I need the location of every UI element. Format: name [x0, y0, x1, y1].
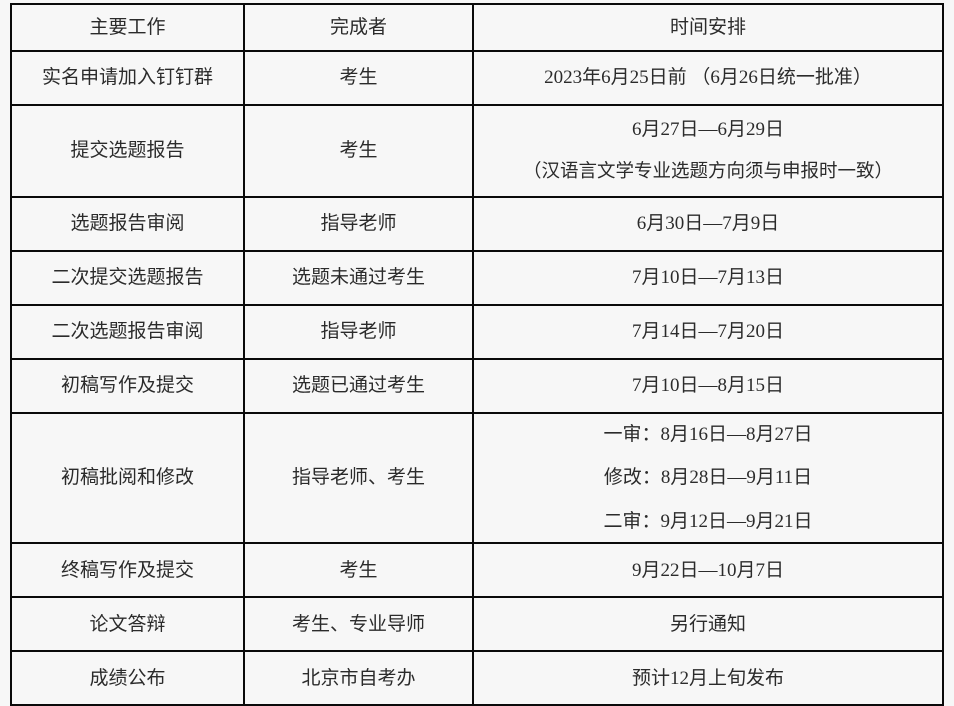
- table-row: 二次选题报告审阅 指导老师 7月14日—7月20日: [10, 304, 944, 360]
- time-line: 修改：8月28日—9月11日: [603, 467, 813, 489]
- cell-owner: 指导老师: [243, 304, 474, 360]
- cell-time: 2023年6月25日前 （6月26日统一批准）: [472, 50, 944, 106]
- table-row: 论文答辩 考生、专业导师 另行通知: [10, 596, 944, 653]
- time-line: 预计12月上旬发布: [631, 667, 784, 689]
- cell-owner: 选题未通过考生: [243, 250, 474, 306]
- cell-task: 提交选题报告: [10, 104, 245, 198]
- time-lines: 一审：8月16日—8月27日 修改：8月28日—9月11日 二审：9月12日—9月2…: [478, 420, 938, 536]
- cell-time: 7月14日—7月20日: [472, 304, 944, 360]
- cell-task: 终稿写作及提交: [10, 542, 245, 599]
- table-row: 初稿批阅和修改 指导老师、考生 一审：8月16日—8月27日 修改：8月28日—9月1…: [10, 411, 944, 545]
- cell-owner: 北京市自考办: [243, 650, 474, 706]
- cell-task: 选题报告审阅: [10, 196, 245, 252]
- column-header-time: 时间安排: [472, 3, 944, 52]
- time-lines: 7月10日—7月13日: [478, 263, 938, 292]
- table-row: 二次提交选题报告 选题未通过考生 7月10日—7月13日: [10, 250, 944, 306]
- header-row: 主要工作 完成者 时间安排: [10, 3, 944, 52]
- table-header: 主要工作 完成者 时间安排: [10, 3, 944, 52]
- cell-task: 二次选题报告审阅: [10, 304, 245, 360]
- time-line: 一审：8月16日—8月27日: [603, 424, 813, 445]
- time-line: 7月10日—7月13日: [631, 267, 784, 289]
- table-row: 终稿写作及提交 考生 9月22日—10月7日: [10, 542, 944, 599]
- table-row: 成绩公布 北京市自考办 预计12月上旬发布: [10, 650, 944, 706]
- time-line: 2023年6月25日前 （6月26日统一批准）: [544, 67, 872, 89]
- time-line: 二审：9月12日—9月21日: [603, 510, 813, 532]
- time-lines: 2023年6月25日前 （6月26日统一批准）: [478, 63, 938, 92]
- time-lines: 7月14日—7月20日: [478, 317, 938, 346]
- time-lines: 预计12月上旬发布: [478, 664, 938, 693]
- time-line: 7月14日—7月20日: [631, 321, 784, 343]
- cell-time: 预计12月上旬发布: [472, 650, 944, 706]
- time-line: （汉语言文学专业选题方向须与申报时一致）: [522, 162, 893, 183]
- cell-task: 初稿写作及提交: [10, 358, 245, 414]
- cell-owner: 考生: [243, 104, 474, 198]
- cell-time: 一审：8月16日—8月27日 修改：8月28日—9月11日 二审：9月12日—9月2…: [472, 411, 944, 545]
- cell-owner: 指导老师、考生: [243, 411, 474, 545]
- cell-time: 6月30日—7月9日: [472, 196, 944, 252]
- table-row: 选题报告审阅 指导老师 6月30日—7月9日: [10, 196, 944, 252]
- time-lines: 6月27日—6月29日 （汉语言文学专业选题方向须与申报时一致）: [478, 115, 938, 187]
- schedule-table: 主要工作 完成者 时间安排 实名申请加入钉钉群 考生 2023年6月25日前 （6月…: [10, 3, 944, 706]
- cell-time: 9月22日—10月7日: [472, 542, 944, 599]
- time-lines: 7月10日—8月15日: [478, 371, 938, 400]
- cell-task: 论文答辩: [10, 596, 245, 653]
- table-row: 初稿写作及提交 选题已通过考生 7月10日—8月15日: [10, 358, 944, 414]
- table-row: 提交选题报告 考生 6月27日—6月29日 （汉语言文学专业选题方向须与申报时一致）: [10, 104, 944, 198]
- cell-owner: 考生: [243, 50, 474, 106]
- table-row: 实名申请加入钉钉群 考生 2023年6月25日前 （6月26日统一批准）: [10, 50, 944, 106]
- column-header-owner: 完成者: [243, 3, 474, 52]
- time-lines: 另行通知: [478, 610, 938, 639]
- time-line: 6月30日—7月9日: [636, 213, 780, 235]
- table-body: 实名申请加入钉钉群 考生 2023年6月25日前 （6月26日统一批准） 提交选题报告…: [10, 50, 944, 706]
- cell-task: 成绩公布: [10, 650, 245, 706]
- cell-time: 另行通知: [472, 596, 944, 653]
- time-line: 另行通知: [669, 613, 746, 635]
- cell-time: 6月27日—6月29日 （汉语言文学专业选题方向须与申报时一致）: [472, 104, 944, 198]
- time-line: 6月27日—6月29日: [631, 118, 784, 140]
- time-lines: 9月22日—10月7日: [478, 556, 938, 585]
- time-line: 7月10日—8月15日: [631, 375, 784, 397]
- cell-owner: 考生、专业导师: [243, 596, 474, 653]
- cell-task: 二次提交选题报告: [10, 250, 245, 306]
- cell-owner: 考生: [243, 542, 474, 599]
- time-lines: 6月30日—7月9日: [478, 209, 938, 238]
- cell-task: 实名申请加入钉钉群: [10, 50, 245, 106]
- cell-time: 7月10日—8月15日: [472, 358, 944, 414]
- cell-time: 7月10日—7月13日: [472, 250, 944, 306]
- cell-task: 初稿批阅和修改: [10, 411, 245, 545]
- cell-owner: 选题已通过考生: [243, 358, 474, 414]
- time-line: 9月22日—10月7日: [631, 559, 784, 581]
- cell-owner: 指导老师: [243, 196, 474, 252]
- page-root: 主要工作 完成者 时间安排 实名申请加入钉钉群 考生 2023年6月25日前 （6月…: [10, 3, 944, 706]
- column-header-task: 主要工作: [10, 3, 245, 52]
